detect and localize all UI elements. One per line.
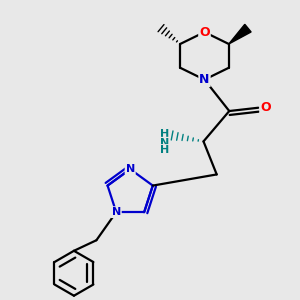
Text: O: O	[260, 101, 271, 114]
Text: H: H	[160, 129, 169, 139]
Text: N: N	[199, 73, 210, 86]
Text: N: N	[112, 207, 121, 217]
Text: H: H	[160, 145, 169, 155]
Polygon shape	[229, 24, 251, 44]
Text: N: N	[126, 164, 135, 174]
Text: O: O	[199, 26, 210, 39]
Text: N: N	[160, 138, 169, 148]
